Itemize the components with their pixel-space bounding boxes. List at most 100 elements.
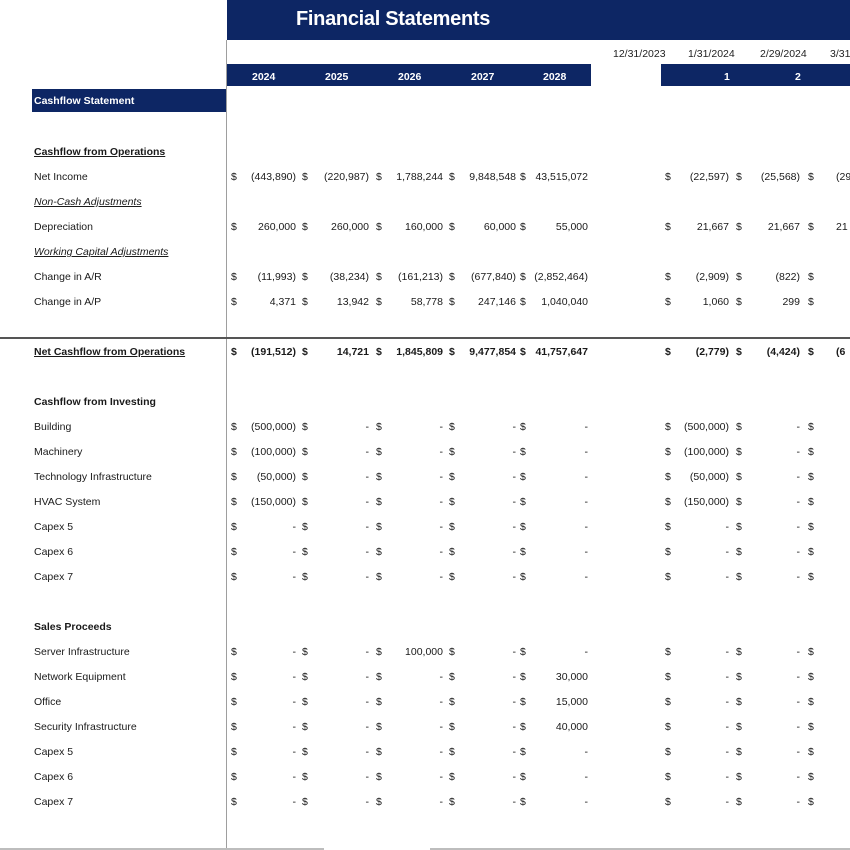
year-value-cell: - bbox=[365, 771, 370, 783]
currency-symbol: $ bbox=[231, 546, 237, 558]
month-value-cell: - bbox=[796, 421, 801, 433]
currency-symbol: $ bbox=[808, 471, 814, 483]
year-value-cell: - bbox=[365, 471, 370, 483]
row-label: Change in A/P bbox=[34, 296, 102, 308]
year-value-cell: - bbox=[512, 796, 517, 808]
currency-symbol: $ bbox=[302, 771, 308, 783]
currency-symbol: $ bbox=[808, 771, 814, 783]
month-value-cell: (2,909) bbox=[695, 271, 729, 283]
currency-symbol: $ bbox=[520, 696, 526, 708]
currency-symbol: $ bbox=[449, 346, 455, 358]
currency-symbol: $ bbox=[449, 421, 455, 433]
currency-symbol: $ bbox=[736, 346, 742, 358]
currency-symbol: $ bbox=[665, 771, 671, 783]
currency-symbol: $ bbox=[302, 746, 308, 758]
row-label: Building bbox=[34, 421, 72, 433]
currency-symbol: $ bbox=[665, 646, 671, 658]
currency-symbol: $ bbox=[231, 771, 237, 783]
year-value-cell: - bbox=[439, 771, 444, 783]
year-value-cell: - bbox=[365, 746, 370, 758]
currency-symbol: $ bbox=[736, 721, 742, 733]
currency-symbol: $ bbox=[665, 546, 671, 558]
currency-symbol: $ bbox=[302, 521, 308, 533]
currency-symbol: $ bbox=[520, 171, 526, 183]
month-value-cell: - bbox=[725, 771, 730, 783]
month-value-cell: - bbox=[796, 496, 801, 508]
currency-symbol: $ bbox=[808, 446, 814, 458]
month-date-1: 1/31/2024 bbox=[688, 48, 735, 60]
currency-symbol: $ bbox=[302, 271, 308, 283]
year-value-cell: - bbox=[365, 571, 370, 583]
currency-symbol: $ bbox=[302, 721, 308, 733]
page-title: Financial Statements bbox=[296, 8, 491, 30]
year-value-cell: - bbox=[584, 471, 589, 483]
year-value-cell: - bbox=[365, 546, 370, 558]
currency-symbol: $ bbox=[808, 696, 814, 708]
currency-symbol: $ bbox=[376, 721, 382, 733]
currency-symbol: $ bbox=[302, 171, 308, 183]
currency-symbol: $ bbox=[808, 646, 814, 658]
year-value-cell: - bbox=[365, 696, 370, 708]
month-date-2: 2/29/2024 bbox=[760, 48, 807, 60]
month-value-cell: - bbox=[725, 746, 730, 758]
year-value-cell: 41,757,647 bbox=[535, 346, 588, 358]
month-value-cell: 21,667 bbox=[696, 221, 729, 233]
month-value-cell: - bbox=[796, 746, 801, 758]
currency-symbol: $ bbox=[376, 746, 382, 758]
month-value-cell: (2,779) bbox=[695, 346, 729, 358]
currency-symbol: $ bbox=[302, 646, 308, 658]
currency-symbol: $ bbox=[808, 571, 814, 583]
currency-symbol: $ bbox=[736, 771, 742, 783]
row-label: Depreciation bbox=[34, 221, 93, 233]
month-value-cell: - bbox=[796, 721, 801, 733]
currency-symbol: $ bbox=[520, 546, 526, 558]
currency-symbol: $ bbox=[449, 171, 455, 183]
month-value-cell: (100,000) bbox=[684, 446, 729, 458]
year-value-cell: - bbox=[439, 671, 444, 683]
currency-symbol: $ bbox=[376, 671, 382, 683]
year-value-cell: - bbox=[439, 546, 444, 558]
currency-symbol: $ bbox=[449, 796, 455, 808]
currency-symbol: $ bbox=[231, 296, 237, 308]
year-value-cell: - bbox=[512, 571, 517, 583]
month-date-0: 12/31/2023 bbox=[613, 48, 666, 60]
year-value-cell: - bbox=[512, 696, 517, 708]
year-value-cell: - bbox=[512, 746, 517, 758]
year-value-cell: - bbox=[439, 796, 444, 808]
currency-symbol: $ bbox=[736, 546, 742, 558]
year-value-cell: - bbox=[365, 646, 370, 658]
currency-symbol: $ bbox=[736, 421, 742, 433]
currency-symbol: $ bbox=[520, 221, 526, 233]
currency-symbol: $ bbox=[302, 346, 308, 358]
top-left-blank bbox=[0, 0, 227, 40]
currency-symbol: $ bbox=[376, 546, 382, 558]
currency-symbol: $ bbox=[808, 346, 814, 358]
currency-symbol: $ bbox=[665, 721, 671, 733]
year-value-cell: - bbox=[439, 496, 444, 508]
month-value-cell: - bbox=[725, 796, 730, 808]
currency-symbol: $ bbox=[665, 221, 671, 233]
year-value-cell: - bbox=[292, 696, 297, 708]
currency-symbol: $ bbox=[520, 671, 526, 683]
year-value-cell: (677,840) bbox=[471, 271, 516, 283]
currency-symbol: $ bbox=[665, 671, 671, 683]
year-value-cell: 247,146 bbox=[478, 296, 516, 308]
currency-symbol: $ bbox=[808, 171, 814, 183]
year-value-cell: (161,213) bbox=[398, 271, 443, 283]
year-value-cell: - bbox=[439, 521, 444, 533]
month-value-cell: (6 bbox=[836, 346, 846, 358]
currency-symbol: $ bbox=[736, 496, 742, 508]
currency-symbol: $ bbox=[449, 721, 455, 733]
row-label: Server Infrastructure bbox=[34, 646, 130, 658]
currency-symbol: $ bbox=[665, 496, 671, 508]
currency-symbol: $ bbox=[302, 696, 308, 708]
currency-symbol: $ bbox=[808, 796, 814, 808]
currency-symbol: $ bbox=[665, 571, 671, 583]
currency-symbol: $ bbox=[449, 496, 455, 508]
year-value-cell: - bbox=[439, 421, 444, 433]
currency-symbol: $ bbox=[736, 221, 742, 233]
currency-symbol: $ bbox=[736, 571, 742, 583]
year-value-cell: - bbox=[292, 746, 297, 758]
month-value-cell: - bbox=[796, 571, 801, 583]
currency-symbol: $ bbox=[231, 671, 237, 683]
